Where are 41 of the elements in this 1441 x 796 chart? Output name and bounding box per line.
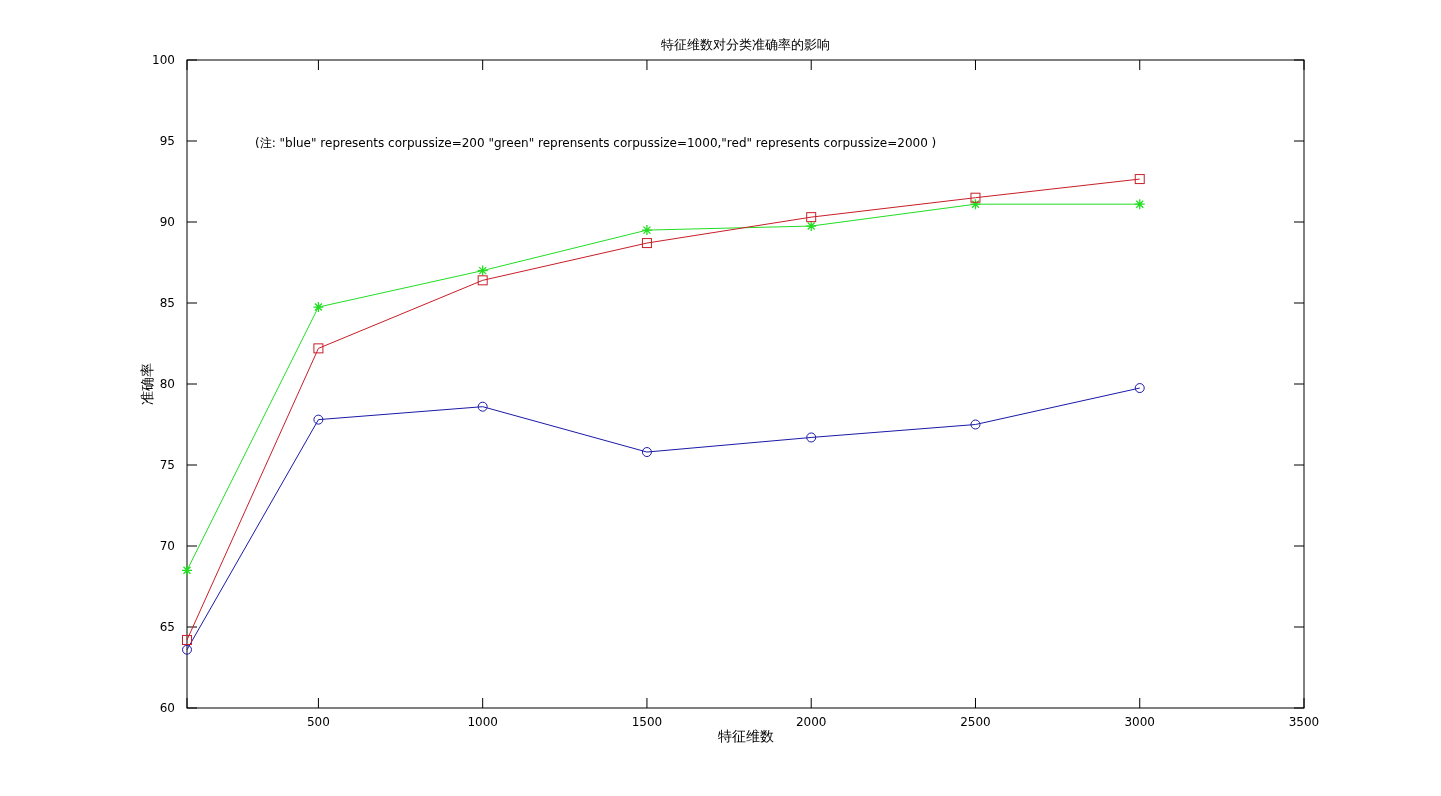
- annotation: (注: "blue" represents corpussize=200 "green" reprensents corpussize=1000,"red" represents corpussize=2000 ): [255, 136, 937, 150]
- x-tick-label: 1500: [631, 715, 663, 729]
- x-axis-title: 特征维数: [717, 728, 774, 744]
- y-tick-label: 85: [159, 296, 175, 310]
- point: [641, 224, 653, 236]
- x-tick-label: 2000: [795, 715, 827, 729]
- point: [970, 192, 981, 203]
- x-tick-label: 3500: [1288, 715, 1320, 729]
- point: [969, 198, 982, 210]
- chart-title: 特征维数对分类准确率的影响: [661, 37, 830, 52]
- point: [312, 301, 325, 313]
- point: [477, 401, 488, 412]
- point: [641, 238, 652, 249]
- point: [313, 343, 324, 354]
- point: [313, 414, 324, 425]
- y-tick-label: 80: [159, 377, 175, 391]
- point: [970, 419, 981, 430]
- x-tick-label: 1000: [467, 715, 498, 729]
- x-tick-label: 500: [306, 715, 330, 729]
- point: [477, 275, 488, 286]
- point: [641, 447, 652, 458]
- y-tick-label: 95: [159, 134, 175, 148]
- y-axis-title: 准确率: [139, 363, 155, 405]
- x-tick-label: 3000: [1124, 715, 1156, 729]
- y-tick-label: 100: [152, 53, 175, 67]
- y-tick-label: 90: [159, 215, 175, 229]
- point: [1134, 383, 1145, 394]
- point: [806, 212, 817, 223]
- y-tick-label: 75: [159, 458, 175, 472]
- x-tick-label: 2500: [960, 715, 991, 729]
- y-tick-label: 65: [159, 620, 175, 634]
- point: [806, 432, 817, 443]
- point: [805, 220, 817, 232]
- y-tick-label: 60: [159, 701, 175, 715]
- point: [1134, 198, 1146, 210]
- point: [181, 564, 193, 576]
- point: [182, 634, 192, 645]
- point: [182, 644, 192, 655]
- point: [1134, 174, 1145, 185]
- point: [477, 264, 489, 277]
- y-tick-label: 70: [159, 539, 175, 553]
